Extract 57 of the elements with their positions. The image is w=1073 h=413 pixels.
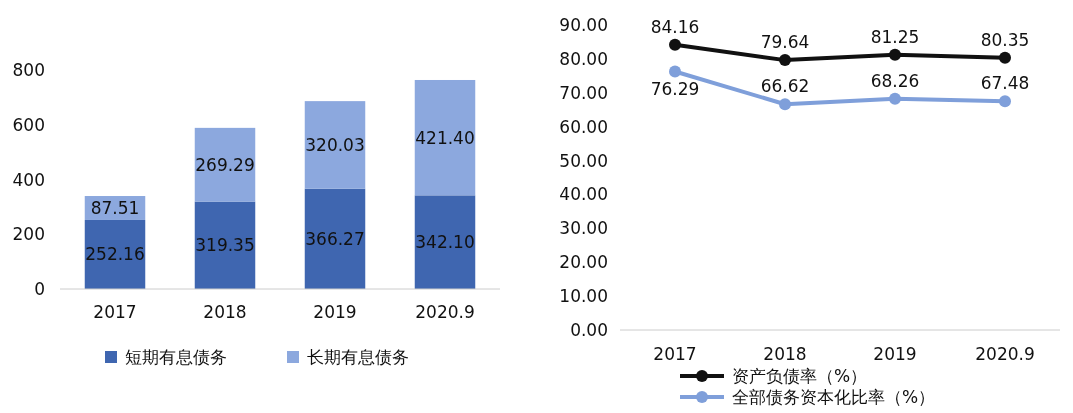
point	[779, 54, 791, 67]
x-tick-label: 2020.9	[975, 344, 1035, 364]
y-tick-label: 80.00	[559, 48, 608, 69]
x-tick-label: 2020.9	[415, 302, 475, 322]
y-tick-label: 60.00	[559, 116, 608, 137]
point	[889, 48, 901, 61]
point	[669, 38, 681, 51]
legend-label: 长期有息债务	[307, 347, 409, 367]
data-label: 87.51	[90, 197, 140, 218]
x-tick-label: 2019	[873, 344, 917, 364]
point	[669, 65, 681, 78]
data-label: 81.25	[870, 26, 920, 47]
data-label: 319.35	[195, 235, 255, 256]
y-tick-label: 0.00	[570, 320, 608, 340]
x-tick-label: 2019	[313, 302, 357, 322]
data-label: 76.29	[650, 79, 700, 100]
y-tick-label: 400	[12, 169, 45, 190]
y-tick-label: 200	[12, 224, 45, 245]
y-tick-label: 30.00	[559, 218, 608, 239]
data-label: 67.48	[980, 73, 1030, 94]
y-tick-label: 90.00	[559, 15, 608, 35]
y-tick-label: 40.00	[559, 184, 608, 205]
y-tick-label: 50.00	[559, 150, 608, 171]
bar	[194, 201, 256, 289]
legend-label: 资产负债率（%）	[732, 366, 868, 386]
x-tick-label: 2018	[203, 302, 247, 322]
data-label: 342.10	[415, 232, 475, 253]
point	[999, 95, 1011, 108]
data-label: 269.29	[195, 154, 255, 175]
y-tick-label: 20.00	[559, 252, 608, 273]
bar	[304, 101, 366, 189]
data-label: 252.16	[85, 244, 145, 265]
legend-label: 全部债务资本化比率（%）	[732, 387, 936, 407]
x-tick-label: 2017	[93, 302, 137, 322]
data-label: 366.27	[305, 228, 365, 249]
x-tick-label: 2017	[653, 344, 697, 364]
data-label: 320.03	[305, 134, 365, 155]
y-tick-label: 70.00	[559, 82, 608, 103]
y-tick-label: 800	[12, 60, 45, 80]
legend-label: 短期有息债务	[125, 347, 227, 367]
y-tick-label: 600	[12, 114, 45, 135]
point	[779, 98, 791, 111]
bar	[194, 127, 256, 202]
data-label: 421.40	[415, 127, 475, 148]
bar	[304, 188, 366, 289]
y-tick-label: 10.00	[559, 286, 608, 307]
y-tick-label: 0	[34, 279, 45, 299]
data-label: 84.16	[650, 16, 700, 37]
point	[889, 92, 901, 105]
bar	[414, 79, 476, 196]
data-label: 80.35	[980, 29, 1030, 50]
point	[999, 51, 1011, 64]
x-tick-label: 2018	[763, 344, 807, 364]
data-label: 79.64	[760, 32, 810, 53]
data-label: 68.26	[870, 70, 920, 91]
bar	[414, 195, 476, 289]
data-label: 66.62	[760, 76, 810, 97]
